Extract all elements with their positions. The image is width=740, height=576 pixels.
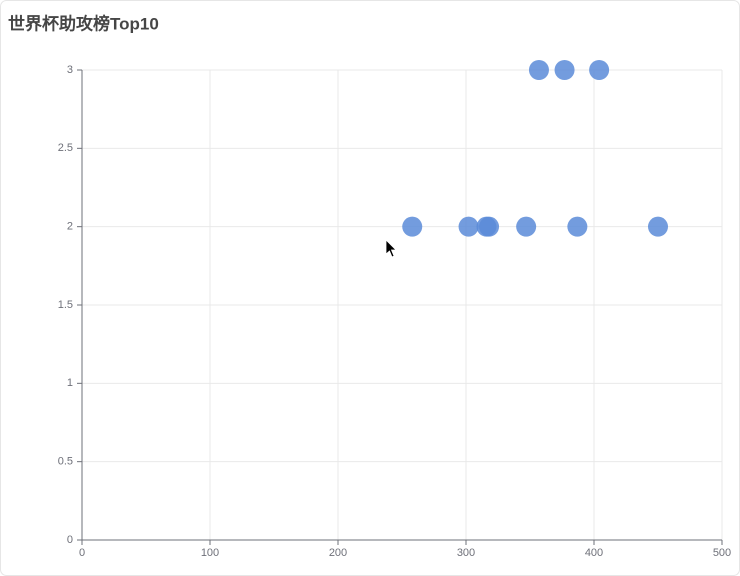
y-tick-label: 3 [67,64,73,76]
y-tick-label: 1 [67,377,73,389]
x-tick-label: 0 [79,547,85,559]
point [589,60,610,80]
y-tick-label: 0.5 [58,456,73,468]
x-tick-label: 100 [201,547,219,559]
x-tick-label: 200 [329,547,347,559]
y-tick-label: 1.5 [58,299,73,311]
chart-title: 世界杯助攻榜Top10 [8,13,159,33]
x-tick-label: 300 [457,547,475,559]
point [402,216,423,237]
y-tick-label: 2.5 [58,142,73,154]
cursor [385,239,397,258]
point [648,216,668,237]
point [528,60,549,80]
point [554,60,575,80]
point [516,216,537,237]
y-tick-label: 0 [67,534,73,546]
x-tick-label: 500 [713,547,731,559]
point [567,216,588,237]
y-tick-label: 2 [67,221,73,233]
point [479,216,500,237]
point [458,216,479,237]
x-tick-label: 400 [585,547,603,559]
